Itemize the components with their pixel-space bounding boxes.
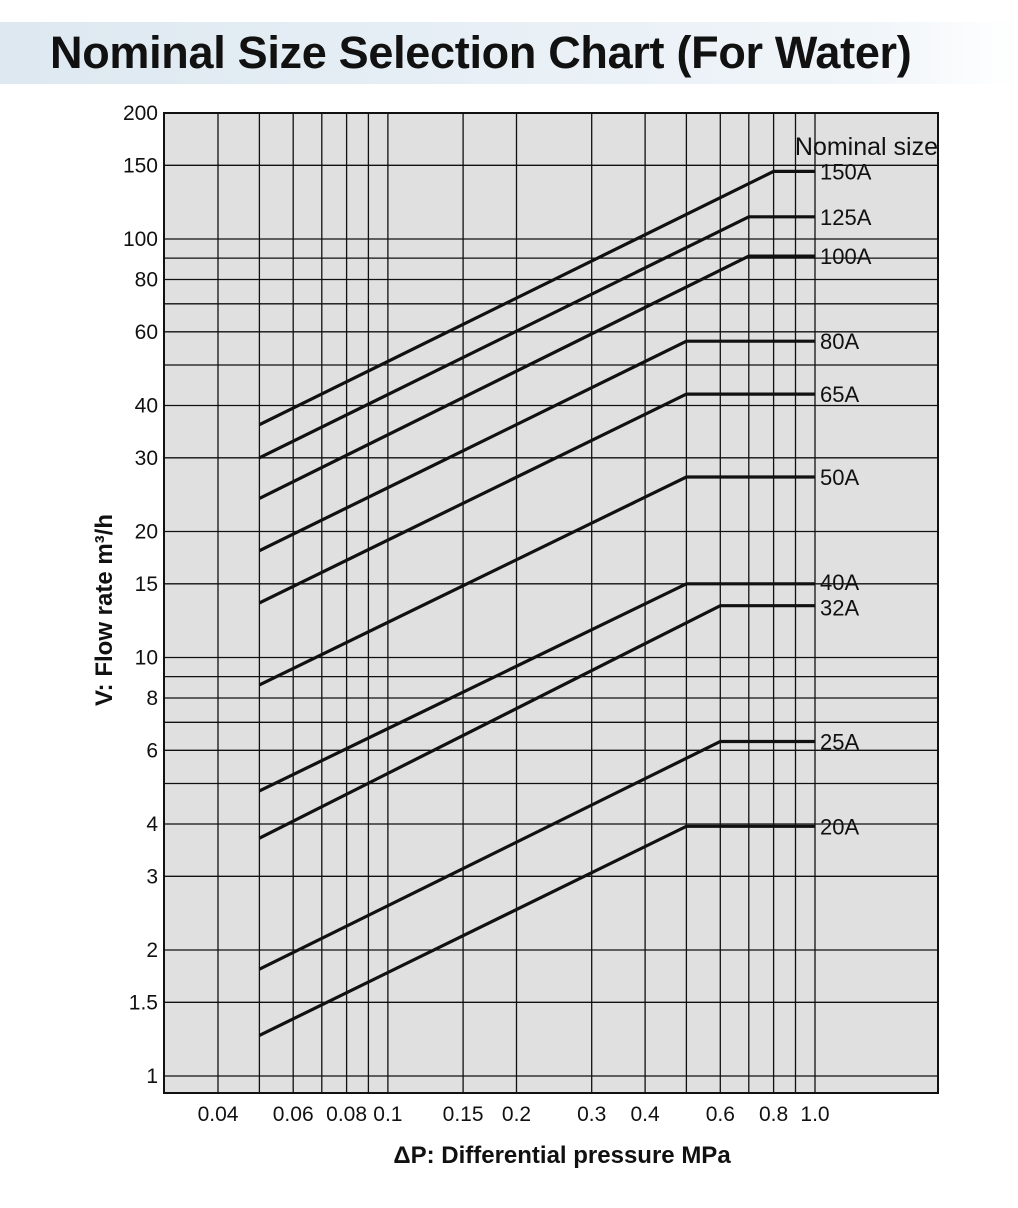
series-label-50a: 50A [820, 465, 859, 490]
y-tick-label: 1.5 [129, 991, 158, 1014]
y-tick-label: 15 [135, 573, 158, 596]
y-tick-label: 20 [135, 521, 158, 544]
x-tick-label: 0.8 [759, 1103, 788, 1126]
x-tick-label: 0.3 [577, 1103, 606, 1126]
y-axis-label: V: Flow rate m³/h [91, 514, 118, 706]
y-tick-label: 60 [135, 321, 158, 344]
series-label-32a: 32A [820, 596, 859, 621]
y-tick-label: 150 [123, 154, 158, 177]
y-tick-label: 8 [146, 687, 158, 710]
y-tick-label: 2 [146, 939, 158, 962]
series-label-80a: 80A [820, 329, 859, 354]
series-line-50a [258, 475, 815, 687]
series-line-32a [258, 604, 815, 840]
series-line-100a [258, 254, 815, 500]
y-tick-label: 100 [123, 228, 158, 251]
page-title: Nominal Size Selection Chart (For Water) [50, 27, 912, 78]
x-tick-label: 0.08 [326, 1103, 367, 1126]
series-line-80a [258, 339, 815, 553]
series-line-40a [258, 582, 815, 793]
series-line-25a [258, 739, 815, 971]
y-tick-label: 4 [146, 813, 158, 836]
series-line-65a [258, 392, 815, 605]
x-tick-label: 1.0 [800, 1103, 829, 1126]
y-tick-label: 3 [146, 865, 158, 888]
series-lines [258, 169, 815, 1037]
y-tick-label: 6 [146, 739, 158, 762]
x-tick-label: 0.4 [630, 1103, 660, 1126]
y-tick-label: 10 [135, 647, 158, 670]
x-tick-label: 0.2 [502, 1103, 531, 1126]
x-tick-label: 0.06 [273, 1103, 314, 1126]
series-label-20a: 20A [820, 814, 859, 839]
plot-frame [163, 112, 939, 1094]
series-label-25a: 25A [820, 730, 859, 755]
x-tick-label: 0.15 [443, 1103, 484, 1126]
series-line-125a [258, 215, 815, 460]
series-line-150a [258, 169, 815, 427]
y-tick-label: 30 [135, 447, 158, 470]
y-tick-label: 200 [123, 102, 158, 125]
legend-title: Nominal size [795, 133, 938, 161]
tick-labels: 1 1.5 2 3 4 6 8 10 15 20 30 40 60 80 100 150 200 0.04 0.06… [123, 102, 830, 1126]
series-label-150a: 150A [820, 159, 872, 184]
y-tick-label: 1 [146, 1065, 158, 1088]
series-line-20a [258, 824, 815, 1037]
title-band [0, 22, 1018, 84]
x-tick-label: 0.6 [706, 1103, 735, 1126]
x-tick-label: 0.1 [373, 1103, 402, 1126]
series-label-125a: 125A [820, 205, 872, 230]
x-axis-label: ΔP: Differential pressure MPa [393, 1142, 731, 1169]
x-tick-label: 0.04 [198, 1103, 239, 1126]
y-tick-label: 40 [135, 395, 158, 418]
series-label-100a: 100A [820, 244, 872, 269]
y-tick-label: 80 [135, 269, 158, 292]
series-label-40a: 40A [820, 570, 859, 595]
series-label-65a: 65A [820, 382, 859, 407]
